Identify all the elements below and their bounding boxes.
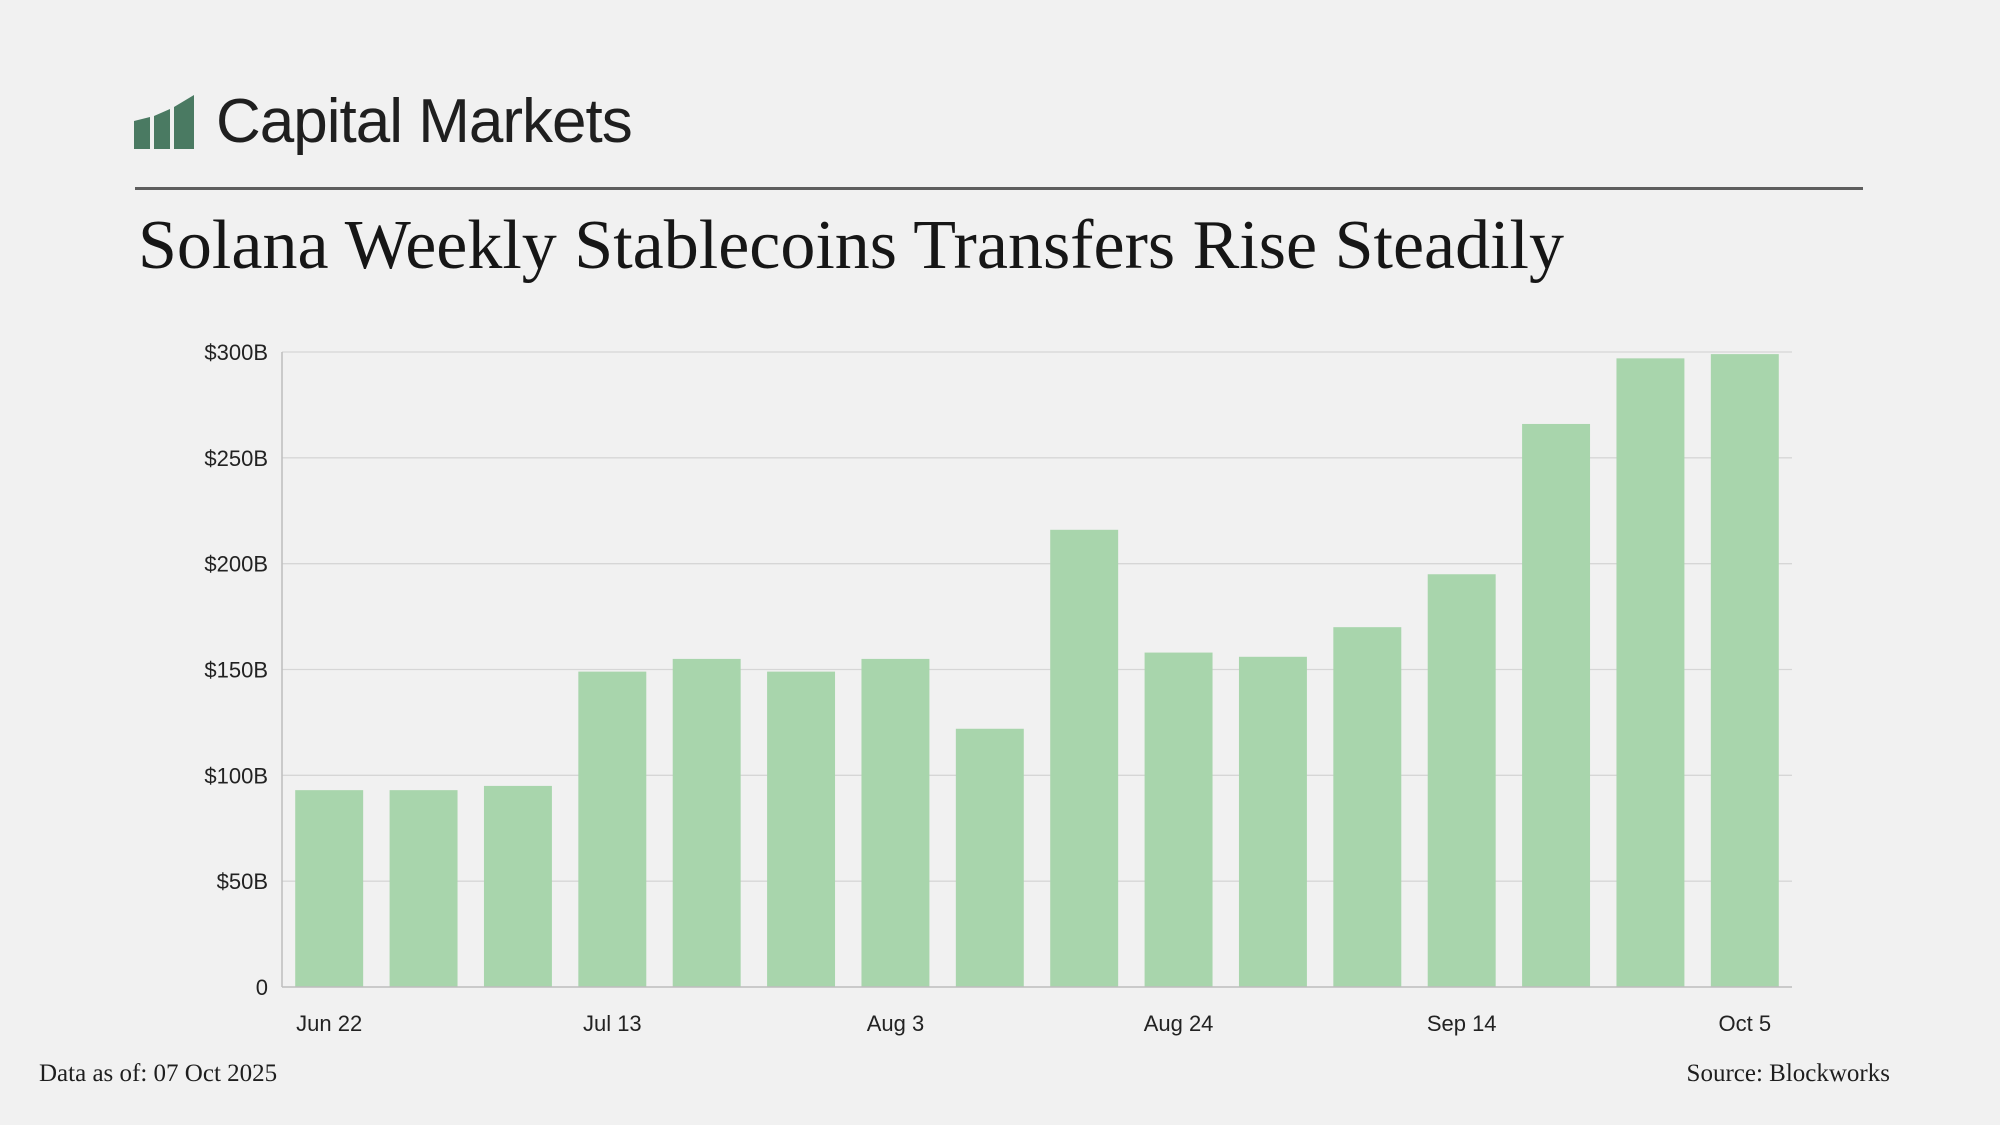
y-tick-label: $100B — [204, 763, 268, 788]
y-tick-label: $150B — [204, 658, 268, 683]
bar — [1427, 574, 1496, 987]
header-divider — [135, 187, 1863, 190]
bar — [1333, 627, 1402, 987]
logo-bar-2 — [154, 109, 170, 149]
bar — [955, 728, 1024, 987]
x-tick-label: Aug 3 — [867, 1011, 925, 1036]
bar — [1616, 358, 1685, 988]
bar — [483, 785, 552, 987]
brand-header: Capital Markets — [134, 84, 633, 160]
brand-name: Capital Markets — [216, 87, 633, 156]
logo-bar-3 — [174, 95, 194, 149]
axes — [281, 352, 1792, 988]
bars — [295, 354, 1779, 988]
bar — [1710, 354, 1779, 987]
y-tick-label: 0 — [256, 975, 268, 1000]
bar — [1238, 656, 1307, 987]
x-tick-label: Jul 13 — [583, 1011, 642, 1036]
bar — [295, 790, 364, 987]
x-tick-label: Sep 14 — [1427, 1011, 1497, 1036]
y-tick-label: $200B — [204, 552, 268, 577]
chart-title: Solana Weekly Stablecoins Transfers Rise… — [138, 207, 1564, 284]
bar — [861, 658, 930, 987]
y-tick-label: $50B — [217, 869, 268, 894]
x-tick-label: Jun 22 — [296, 1011, 362, 1036]
bar — [1522, 423, 1591, 987]
data-as-of: Data as of: 07 Oct 2025 — [39, 1060, 278, 1087]
bar — [767, 671, 836, 987]
bar-chart-logo-icon — [134, 95, 194, 149]
source-note: Source: Blockworks — [1686, 1060, 1890, 1087]
y-tick-label: $250B — [204, 446, 268, 471]
bar — [1144, 652, 1213, 987]
x-tick-label: Oct 5 — [1719, 1011, 1772, 1036]
x-tick-label: Aug 24 — [1144, 1011, 1214, 1036]
bar — [672, 658, 741, 987]
bar — [578, 671, 647, 987]
bar — [1050, 529, 1119, 987]
tick-labels: 0 $50B $100B $150B $200B $250B $300B Jun 22 Jul … — [204, 340, 1771, 1036]
y-tick-label: $300B — [204, 340, 268, 365]
logo-bar-1 — [134, 117, 150, 149]
bar — [389, 790, 458, 987]
